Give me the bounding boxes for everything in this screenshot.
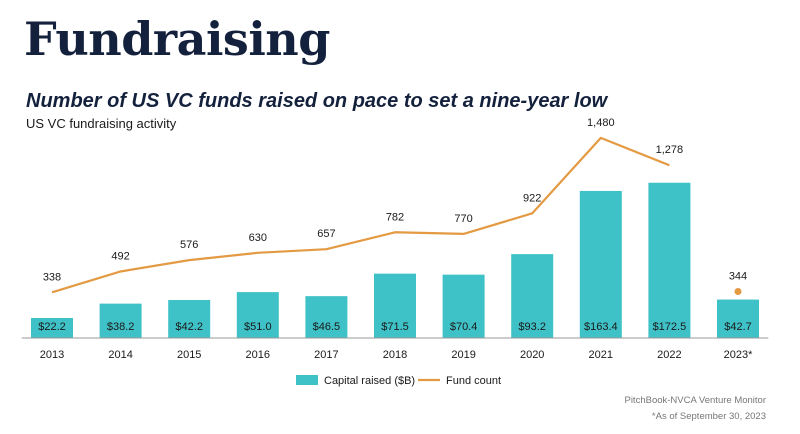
page-subheading: Number of US VC funds raised on pace to … (26, 90, 608, 112)
fund-count-label: 344 (729, 270, 747, 282)
fund-count-label: 657 (317, 228, 335, 240)
fund-count-label: 770 (454, 213, 472, 225)
legend-label-fund-count: Fund count (446, 375, 501, 387)
x-tick-label: 2021 (589, 349, 613, 361)
x-tick-label: 2016 (246, 349, 270, 361)
legend-swatch-capital (296, 375, 318, 385)
x-tick-label: 2020 (520, 349, 544, 361)
x-tick-label: 2023* (724, 349, 753, 361)
capital-bar (99, 303, 142, 338)
fund-count-label: 630 (249, 232, 267, 244)
capital-bar (717, 299, 759, 338)
page-heading: Fundraising (24, 12, 330, 66)
capital-value-label: $38.2 (107, 321, 135, 333)
fund-count-label: 576 (180, 239, 198, 251)
capital-value-label: $22.2 (38, 321, 66, 333)
capital-value-label: $51.0 (244, 321, 272, 333)
capital-value-label: $163.4 (584, 321, 618, 333)
capital-value-label: $71.5 (381, 321, 409, 333)
capital-bar (648, 182, 691, 338)
fund-count-label: 922 (523, 192, 541, 204)
x-tick-label: 2013 (40, 349, 64, 361)
capital-bar (442, 274, 485, 338)
capital-value-label: $46.5 (313, 321, 341, 333)
bars-layer (31, 182, 759, 338)
labels-layer: $22.2 $38.2 $42.2 $51.0 $46.5 $71.5 $70.4 $93.2… (38, 117, 752, 333)
legend-label-capital: Capital raised ($B) (324, 375, 415, 387)
capital-bar (236, 292, 279, 338)
x-tick-label: 2014 (108, 349, 132, 361)
x-tick-label: 2018 (383, 349, 407, 361)
fund-count-label: 1,278 (656, 144, 684, 156)
fund-count-label: 1,480 (587, 117, 615, 129)
x-tick-labels: 2013 2014 2015 2016 2017 2018 2019 2020 2021 2022… (40, 349, 753, 361)
source-credit: PitchBook-NVCA Venture Monitor (624, 395, 766, 406)
fund-count-label: 338 (43, 271, 61, 283)
x-tick-label: 2022 (657, 349, 681, 361)
capital-value-label: $93.2 (518, 321, 546, 333)
x-tick-label: 2015 (177, 349, 201, 361)
fund-count-marker (734, 287, 742, 295)
capital-bar (168, 300, 211, 338)
capital-bar (511, 254, 554, 338)
capital-bar (305, 296, 348, 338)
capital-bar (579, 190, 622, 338)
fund-count-label: 782 (386, 211, 404, 223)
x-tick-label: 2019 (451, 349, 475, 361)
capital-bar (374, 273, 416, 338)
capital-value-label: $42.7 (724, 321, 752, 333)
x-tick-label: 2017 (314, 349, 338, 361)
fund-count-line-layer (51, 136, 742, 295)
fund-count-line (51, 136, 670, 294)
capital-bar (31, 318, 73, 338)
capital-value-label: $70.4 (450, 321, 478, 333)
footnote: *As of September 30, 2023 (651, 411, 766, 422)
chart-legend: Capital raised ($B) Fund count (296, 375, 501, 387)
chart-title: US VC fundraising activity (26, 116, 177, 131)
capital-value-label: $42.2 (175, 321, 203, 333)
capital-value-label: $172.5 (653, 321, 687, 333)
fund-count-label: 492 (111, 250, 129, 262)
